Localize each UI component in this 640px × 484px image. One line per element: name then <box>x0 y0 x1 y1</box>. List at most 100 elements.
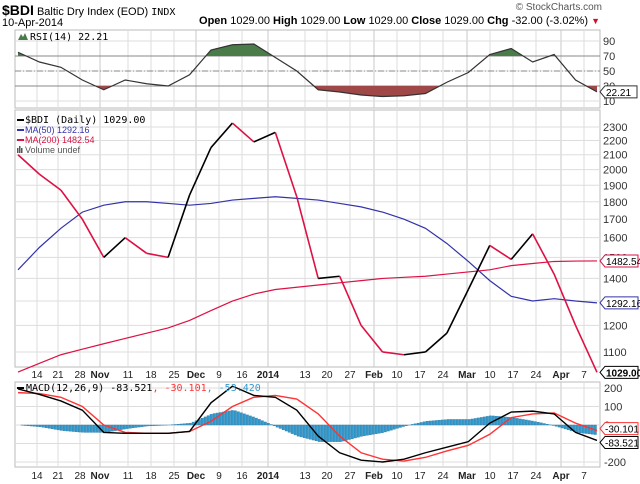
macd-histogram-bar <box>80 424 84 433</box>
x-axis-tick-bottom: 9 <box>216 471 222 482</box>
macd-histogram-bar <box>227 410 231 426</box>
close-label: Close <box>411 15 442 27</box>
rsi-indicator-icon <box>18 33 28 40</box>
macd-histogram-bar <box>377 424 381 434</box>
macd-histogram-bar <box>458 419 462 426</box>
macd-histogram-bar <box>278 424 282 429</box>
price-axis-tick: 1200 <box>603 320 627 332</box>
ma50-line <box>17 196 598 304</box>
macd-histogram-bar <box>392 424 396 430</box>
x-axis-tick-top: 24 <box>530 370 542 381</box>
macd-histogram-bar <box>251 416 255 426</box>
price-line-segment <box>424 332 448 353</box>
macd-histogram-bar <box>35 424 39 427</box>
macd-histogram-bar <box>122 424 126 430</box>
rsi-line <box>17 43 598 98</box>
macd-histogram-bar <box>53 424 57 430</box>
macd-value-tag-text: -83.521 <box>605 438 639 449</box>
price-value-tag-text: 1029.00 <box>606 368 640 379</box>
price-axis-tick: 2200 <box>603 136 627 148</box>
macd-histogram-bar <box>296 424 300 437</box>
x-axis-tick-top: 17 <box>414 370 426 381</box>
macd-histogram-bar <box>260 420 264 426</box>
macd-histogram-bar <box>188 422 192 426</box>
macd-histogram-bar <box>587 424 591 435</box>
macd-histogram-bar <box>218 412 222 426</box>
macd-histogram-bar <box>383 424 387 433</box>
macd-histogram-bar <box>107 424 111 432</box>
price-line-segment <box>210 122 234 149</box>
price-axis-tick: 2300 <box>603 122 627 134</box>
macd-histogram-bar <box>86 424 90 433</box>
macd-histogram-bar <box>59 424 63 431</box>
macd-axis-tick: -200 <box>604 457 626 469</box>
x-axis-tick-top: Feb <box>365 370 383 381</box>
macd-histogram-bar <box>404 424 408 426</box>
macd-histogram-bar <box>272 424 276 427</box>
price-value-tag <box>599 296 639 310</box>
macd-histogram-bar <box>239 412 243 426</box>
macd-histogram-bar <box>77 424 81 433</box>
macd-histogram-bar <box>149 424 153 426</box>
x-axis-tick-bottom: 27 <box>344 471 356 482</box>
macd-histogram-bar <box>452 419 456 426</box>
volume-bars-icon <box>21 148 23 153</box>
price-axis-tick: 1100 <box>603 347 627 359</box>
macd-histogram-bar <box>530 420 534 426</box>
high-label: High <box>273 15 298 27</box>
macd-histogram-bar <box>473 418 477 426</box>
price-line-segment <box>446 289 470 334</box>
x-axis-tick-bottom: 21 <box>52 471 64 482</box>
price-line-segment <box>274 132 298 197</box>
macd-histogram-bar <box>191 421 195 426</box>
x-axis-tick-top: 2014 <box>257 370 280 381</box>
macd-histogram-bar <box>371 424 375 435</box>
price-value-tag <box>599 254 639 268</box>
macd-histogram-bar <box>230 410 234 426</box>
macd-histogram-bar <box>254 417 258 426</box>
x-axis-tick-top: 13 <box>299 370 311 381</box>
ma200-line <box>17 260 598 373</box>
price-line-segment <box>489 244 512 261</box>
macd-axis-tick: 200 <box>604 383 622 395</box>
x-axis-tick-bottom: 28 <box>74 471 86 482</box>
macd-histogram-bar <box>38 424 42 428</box>
legend-entry: MA(200) 1482.54 <box>25 135 95 145</box>
x-axis-tick-bottom: 14 <box>31 471 43 482</box>
macd-histogram-bar <box>299 424 303 438</box>
macd-histogram-bar <box>320 424 324 442</box>
macd-histogram-bar <box>137 424 141 428</box>
macd-histogram-bar <box>545 423 549 426</box>
x-axis-tick-bottom: 2014 <box>257 471 280 482</box>
macd-histogram-bar <box>422 421 426 426</box>
macd-histogram-bar <box>437 420 441 426</box>
legend-entry: Volume undef <box>25 145 81 155</box>
macd-value-tag-text: -30.101 <box>605 425 639 436</box>
macd-histogram-bar <box>365 424 369 436</box>
chart-date: 10-Apr-2014 <box>2 17 64 29</box>
price-line-segment <box>296 196 319 279</box>
open-label: Open <box>199 15 228 27</box>
macd-histogram-bar <box>185 423 189 426</box>
x-axis-tick-top: Nov <box>91 370 110 381</box>
macd-histogram-bar <box>32 424 36 427</box>
macd-histogram-bar <box>275 424 279 428</box>
macd-signal-line <box>17 391 598 462</box>
price-line-segment <box>167 194 191 258</box>
macd-histogram-bar <box>338 424 342 442</box>
price-line-segment <box>574 325 598 373</box>
x-axis-tick-bottom: Nov <box>91 471 110 482</box>
macd-histogram-bar <box>413 423 417 426</box>
macd-histogram-bar <box>140 424 144 427</box>
ohlc-summary: Open 1029.00 High 1029.00 Low 1029.00 Cl… <box>199 15 600 27</box>
macd-histogram-bar <box>431 420 435 426</box>
macd-histogram-bar <box>563 424 567 430</box>
macd-histogram-bar <box>401 424 405 427</box>
macd-histogram-bar <box>89 424 93 433</box>
x-axis-tick-top: Dec <box>187 370 206 381</box>
x-axis-tick-top: Mar <box>458 370 476 381</box>
macd-histogram-bar <box>449 419 453 426</box>
macd-histogram-bar <box>446 419 450 426</box>
macd-histogram-bar <box>362 424 366 436</box>
price-line-segment <box>231 122 255 143</box>
